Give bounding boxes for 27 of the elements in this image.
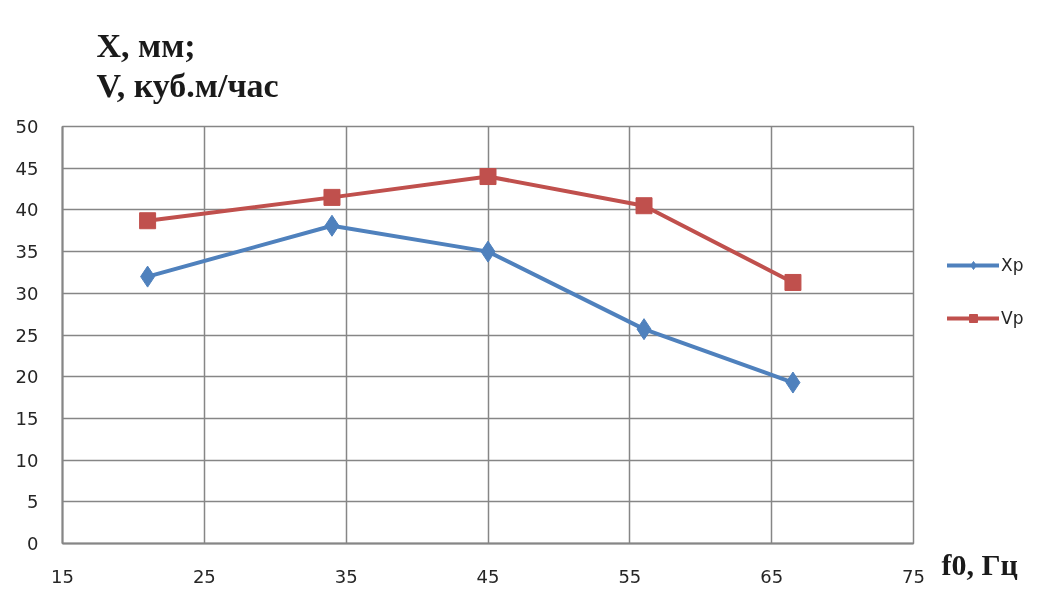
x-tick-label: 55 bbox=[618, 565, 642, 587]
x-tick-label: 35 bbox=[334, 565, 358, 587]
y-tick-label: 30 bbox=[15, 282, 39, 304]
x-tick-label: 65 bbox=[760, 565, 784, 587]
legend-label: Vp bbox=[1001, 308, 1024, 328]
point bbox=[139, 212, 157, 230]
x-tick-label: 75 bbox=[902, 565, 925, 587]
y-tick-label: 45 bbox=[15, 157, 39, 179]
y-tick-label: 50 bbox=[15, 116, 39, 137]
y-tick-label: 15 bbox=[15, 407, 39, 429]
point bbox=[635, 197, 653, 215]
y-axis-title: X, мм; V, куб.м/час bbox=[96, 26, 279, 105]
legend-label: Xp bbox=[1001, 255, 1024, 275]
point bbox=[784, 273, 802, 291]
x-tick-label: 15 bbox=[51, 565, 74, 587]
y-tick-label: 0 bbox=[27, 533, 39, 554]
x-axis-title: f0, Гц bbox=[941, 547, 1018, 581]
point bbox=[479, 168, 497, 186]
y-tick-label: 40 bbox=[15, 199, 39, 221]
y-tick-label: 35 bbox=[15, 241, 39, 263]
y-tick-label: 25 bbox=[15, 324, 39, 346]
x-tick-label: 45 bbox=[476, 565, 500, 587]
y-tick-label: 5 bbox=[27, 491, 39, 513]
y-tick-label: 10 bbox=[15, 449, 39, 471]
x-tick-label: 25 bbox=[192, 565, 216, 587]
y-tick-label: 20 bbox=[15, 366, 39, 388]
point bbox=[323, 188, 341, 206]
